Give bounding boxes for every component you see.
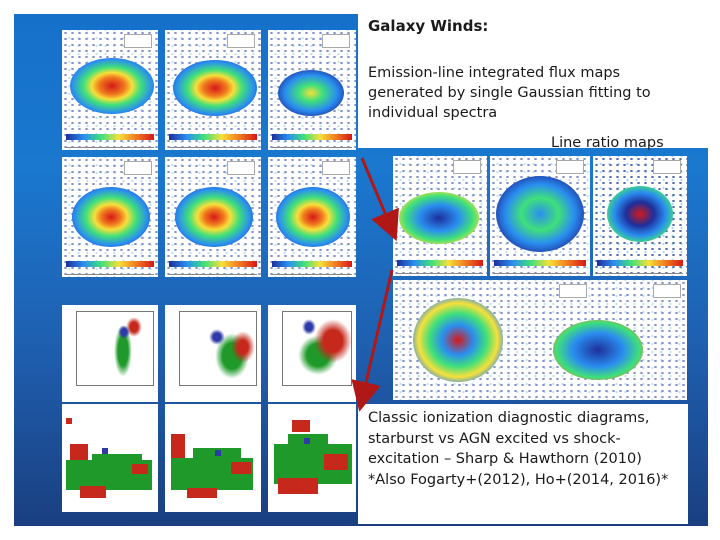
line-ratio-map-3 <box>593 156 687 276</box>
flux-map-4 <box>62 157 158 277</box>
title-text-panel <box>358 14 708 148</box>
slide-title: Galaxy Winds: <box>368 17 489 35</box>
classification-map-1 <box>62 404 158 512</box>
diagnostic-diagram-3 <box>268 305 356 402</box>
line-ratio-map-row <box>393 280 687 400</box>
classification-map-2 <box>165 404 261 512</box>
classification-map-3 <box>268 404 356 512</box>
caption-text-panel <box>358 404 688 524</box>
flux-map-1 <box>62 30 158 150</box>
line-ratio-map-1 <box>393 156 487 276</box>
line-ratio-map-2 <box>490 156 590 276</box>
diagnostic-diagram-2 <box>165 305 261 402</box>
flux-map-2 <box>165 30 261 150</box>
flux-map-3 <box>268 30 356 150</box>
line-ratio-label: Line ratio maps <box>551 135 664 151</box>
flux-map-6 <box>268 157 356 277</box>
diagnostic-diagram-1 <box>62 305 158 402</box>
diagnostic-caption: Classic ionization diagnostic diagrams, … <box>368 410 669 488</box>
flux-map-5 <box>165 157 261 277</box>
flux-maps-description: Emission-line integrated flux maps gener… <box>368 65 651 121</box>
